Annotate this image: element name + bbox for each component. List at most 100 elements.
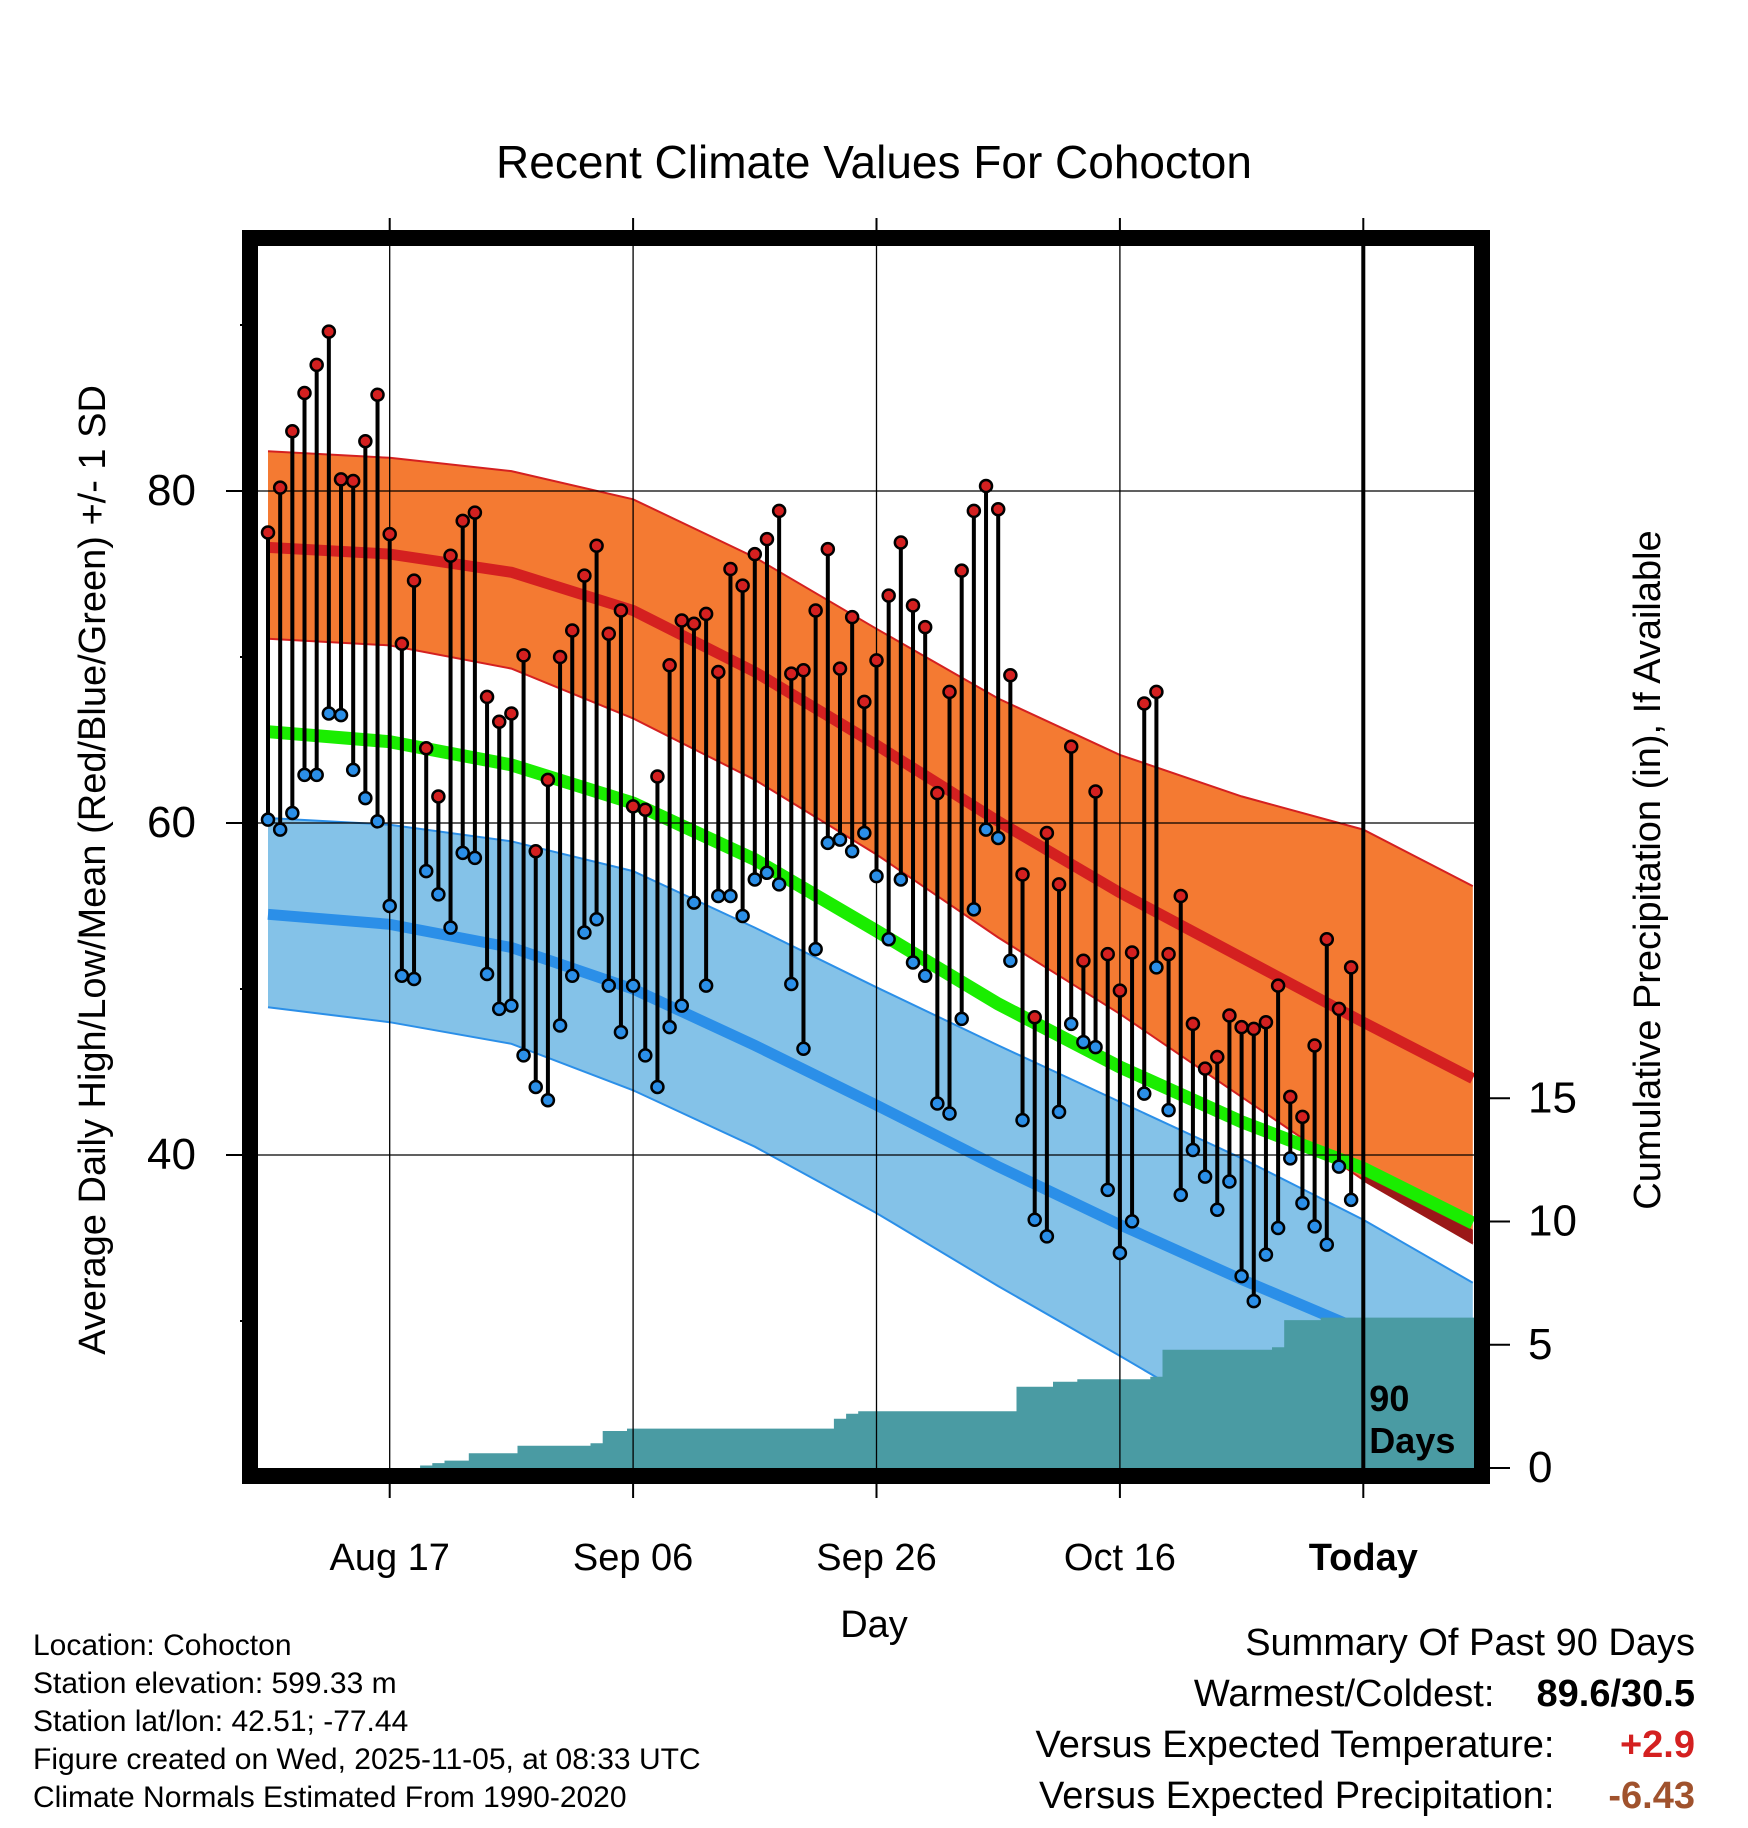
low-point <box>905 955 921 970</box>
chart-title: Recent Climate Values For Cohocton <box>496 136 1252 188</box>
high-point <box>260 525 276 540</box>
footer-location: Location: Cohocton <box>33 1629 292 1662</box>
high-point <box>382 526 397 542</box>
high-point <box>1319 931 1335 947</box>
today-days-word: Days <box>1369 1420 1455 1461</box>
high-point <box>1307 1038 1322 1053</box>
high-point <box>370 387 385 402</box>
high-point <box>1283 1089 1298 1105</box>
high-point <box>759 531 775 547</box>
low-point <box>358 790 373 806</box>
low-point <box>1173 1187 1188 1203</box>
low-point <box>1307 1219 1322 1234</box>
low-point <box>1343 1192 1359 1208</box>
high-point <box>1112 983 1128 998</box>
y-tick-label: 40 <box>147 1130 196 1179</box>
y-right-tick-label: 10 <box>1528 1197 1577 1246</box>
high-point <box>1003 668 1018 683</box>
low-point <box>808 941 823 957</box>
high-point <box>1331 1001 1347 1017</box>
high-point <box>747 546 763 562</box>
low-point <box>1112 1245 1128 1261</box>
high-point <box>796 663 811 678</box>
x-axis-label: Day <box>840 1604 908 1646</box>
high-point <box>784 666 799 681</box>
low-point <box>869 868 884 884</box>
high-point <box>552 649 568 665</box>
summary-temp-row: Versus Expected Temperature: +2.9 <box>1036 1720 1695 1771</box>
high-point <box>978 478 994 494</box>
high-point <box>431 789 446 804</box>
high-point <box>869 653 884 668</box>
high-point <box>723 561 738 577</box>
low-point <box>638 1048 653 1063</box>
high-point <box>1015 867 1030 882</box>
high-point <box>966 503 982 519</box>
high-point <box>577 568 592 583</box>
high-point <box>1197 1061 1213 1076</box>
low-point <box>735 908 750 924</box>
low-point <box>1283 1151 1298 1166</box>
high-point <box>1246 1021 1262 1037</box>
x-tick-label: Sep 26 <box>816 1537 936 1579</box>
low-point <box>272 822 288 837</box>
low-point <box>309 767 324 783</box>
summary-warmest-row: Warmest/Coldest: 89.6/30.5 <box>1036 1669 1695 1720</box>
low-point <box>406 971 422 987</box>
low-point <box>1015 1112 1030 1128</box>
high-point <box>917 619 933 635</box>
high-point <box>613 603 629 618</box>
low-point <box>674 998 690 1013</box>
low-point <box>540 1092 556 1108</box>
high-sd-band <box>268 451 1473 1243</box>
high-point <box>406 573 422 588</box>
low-point <box>893 872 909 887</box>
x-tick-label: Today <box>1309 1537 1418 1579</box>
high-point <box>893 535 909 550</box>
low-point <box>1319 1237 1335 1252</box>
y-tick-label: 60 <box>147 798 196 847</box>
footer-elevation: Station elevation: 599.33 m <box>33 1667 397 1700</box>
footer-created: Figure created on Wed, 2025-11-05, at 08… <box>33 1743 701 1776</box>
low-point <box>917 968 933 983</box>
low-point <box>565 968 580 983</box>
high-point <box>1234 1019 1249 1035</box>
low-point <box>382 898 397 914</box>
low-point <box>990 830 1006 846</box>
high-point <box>844 609 860 625</box>
plot-frame <box>242 230 1490 1484</box>
low-point <box>784 976 799 992</box>
high-point <box>674 613 690 628</box>
high-point <box>1173 888 1188 904</box>
low-point <box>370 814 385 829</box>
low-point <box>455 845 470 861</box>
data-marks <box>260 324 1359 1309</box>
today-days-number: 90 <box>1369 1378 1409 1419</box>
high-point <box>309 357 324 373</box>
high-point <box>942 684 957 700</box>
low-point <box>881 931 896 947</box>
warmest-value: 89.6/30.5 <box>1536 1673 1695 1715</box>
low-point <box>650 1079 665 1095</box>
high-point <box>771 503 787 519</box>
high-point <box>491 714 507 729</box>
temp-label: Versus Expected Temperature: <box>1035 1724 1555 1766</box>
low-point <box>260 812 276 827</box>
high-point <box>1210 1049 1225 1065</box>
footer-latlon: Station lat/lon: 42.51; -77.44 <box>33 1705 409 1738</box>
low-point <box>1185 1142 1201 1158</box>
high-point <box>272 480 288 495</box>
high-point <box>1270 978 1286 993</box>
low-point <box>1100 1182 1115 1198</box>
high-point <box>1295 1109 1310 1125</box>
low-point <box>443 920 458 935</box>
high-point <box>455 513 470 529</box>
high-point <box>990 502 1006 517</box>
precip-area <box>258 1317 1474 1468</box>
low-point <box>1161 1102 1176 1118</box>
high-point <box>504 706 519 721</box>
low-point <box>589 912 604 927</box>
high-point <box>333 472 349 487</box>
summary-panel: Summary Of Past 90 Days Warmest/Coldest:… <box>1036 1618 1695 1822</box>
high-point <box>1343 960 1359 975</box>
